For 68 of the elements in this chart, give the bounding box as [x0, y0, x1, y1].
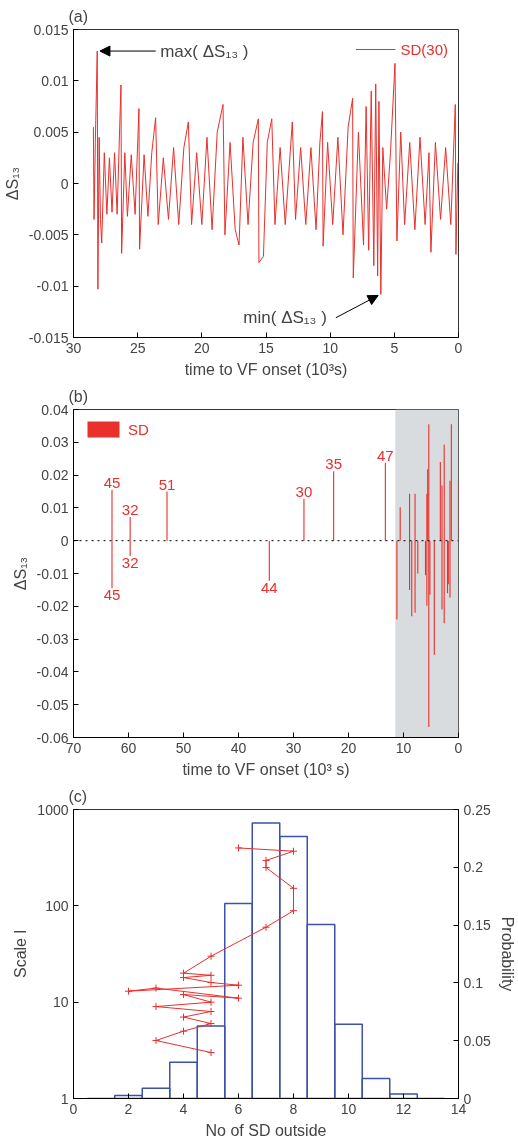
x-tick-label: 20 [340, 739, 357, 756]
y-axis-title: Scale l [12, 929, 30, 979]
x-axis-title: time to VF onset (10³s) [184, 360, 348, 378]
y-tick-label: 0.01 [41, 72, 69, 89]
chart-title: (b) [68, 387, 89, 405]
y-tick-label: -0.02 [36, 598, 69, 615]
x-tick-label: 2 [124, 1100, 133, 1117]
y-tick-label: -0.01 [36, 278, 69, 295]
x-tick-label: 25 [129, 339, 146, 356]
y-tick-label: 0.015 [33, 21, 69, 38]
y-tick-label: -0.06 [36, 729, 69, 746]
x-tick-label: 0 [454, 339, 463, 356]
y-tick-label: -0.05 [36, 696, 69, 713]
x-tick-label: 30 [285, 739, 302, 756]
y-tick-label: 0 [60, 175, 69, 192]
x-tick-label: 60 [120, 739, 137, 756]
x-tick-label: 15 [258, 339, 274, 356]
y-axis-title: ΔS₁₃ [3, 166, 21, 201]
x-tick-label: 4 [179, 1100, 188, 1117]
y2-tick-label: 0.1 [463, 974, 484, 991]
legend-label: SD [128, 420, 149, 438]
chart-title: (a) [68, 7, 89, 25]
y-tick-label: 0 [60, 532, 69, 549]
chart-title: (c) [68, 787, 88, 805]
y-tick-label: -0.03 [36, 631, 69, 648]
x-tick-label: 10 [340, 1100, 357, 1117]
y2-tick-label: 0.15 [463, 917, 491, 934]
y2-tick-label: 0.05 [463, 1032, 491, 1049]
x-axis-title: No of SD outside [205, 1121, 327, 1139]
x-tick-label: 0 [454, 739, 463, 756]
x-tick-label: 12 [395, 1100, 412, 1117]
y-tick-label: 0.01 [41, 499, 69, 516]
y-tick-label: 1 [60, 1090, 69, 1107]
x-tick-label: 50 [175, 739, 192, 756]
annotation: 32 [121, 501, 139, 519]
x-axis-title: time to VF onset (10³ s) [182, 760, 350, 778]
x-tick-label: 10 [322, 339, 339, 356]
annotation: max( ΔS₁₃ ) [160, 41, 249, 61]
annotation: min( ΔS₁₃ ) [243, 308, 327, 328]
y-tick-label: -0.04 [36, 663, 69, 680]
y-tick-label: 0.03 [41, 434, 69, 451]
y-tick-label: -0.005 [28, 226, 69, 243]
x-tick-label: 8 [289, 1100, 298, 1117]
annotation: 44 [260, 578, 278, 596]
legend-label: SD(30) [400, 40, 448, 58]
y2-axis-title: Probability [498, 916, 516, 992]
x-tick-label: 10 [395, 739, 412, 756]
annotation: 47 [377, 446, 394, 464]
y2-tick-label: 0.25 [463, 801, 491, 818]
x-tick-label: 5 [390, 339, 399, 356]
y-tick-label: 1000 [37, 801, 69, 818]
y2-tick-label: 0.2 [463, 859, 484, 876]
y-tick-label: 10 [52, 994, 69, 1011]
y-tick-label: -0.01 [36, 565, 69, 582]
annotation: 51 [158, 475, 176, 493]
y-axis-title: ΔS₁₃ [11, 556, 29, 591]
annotation: 45 [103, 586, 121, 604]
annotation: 45 [103, 473, 121, 491]
x-tick-label: 6 [234, 1100, 243, 1117]
x-tick-label: 20 [194, 339, 210, 356]
y-tick-label: 0.02 [41, 467, 69, 484]
x-tick-label: 40 [230, 739, 247, 756]
y-tick-label: 100 [45, 897, 69, 914]
annotation: 35 [325, 455, 342, 473]
annotation: 30 [295, 482, 313, 500]
y-tick-label: 0.005 [33, 124, 69, 141]
y-tick-label: 0.04 [41, 401, 69, 418]
annotation: 32 [121, 554, 139, 572]
